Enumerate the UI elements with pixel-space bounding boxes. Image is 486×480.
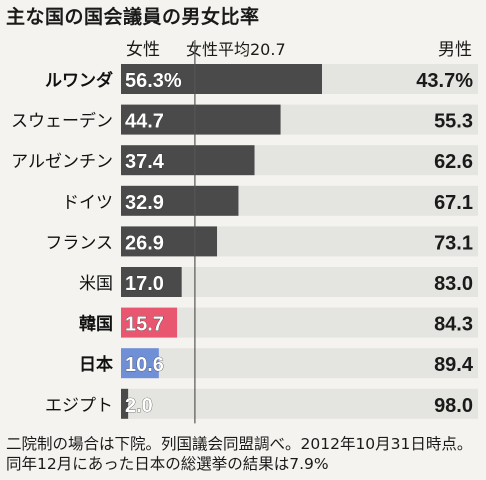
male-value-label: 43.7% [416, 70, 473, 92]
female-bar [121, 104, 281, 135]
male-value-label: 89.4 [434, 354, 474, 376]
female-bar [121, 145, 255, 176]
female-bar [121, 185, 239, 216]
male-bar [177, 307, 478, 338]
male-bar [158, 348, 479, 379]
male-bar [238, 185, 478, 216]
category-label: ルワンダ [45, 70, 113, 91]
female-bar [121, 307, 178, 338]
male-value-label: 62.6 [434, 151, 473, 173]
male-value-label: 73.1 [434, 232, 473, 254]
male-bar [321, 64, 478, 94]
female-value-label: 44.7 [125, 111, 164, 133]
male-bar [280, 104, 478, 135]
category-label: 日本 [79, 354, 113, 375]
female-value-label: 26.9 [125, 232, 164, 254]
male-value-label: 67.1 [434, 192, 473, 214]
male-bar [217, 226, 478, 257]
female-bar [121, 226, 218, 257]
reference-label: 女性平均20.7 [186, 40, 286, 59]
female-bar [121, 348, 159, 379]
male-bar [181, 267, 478, 297]
female-header: 女性 [126, 40, 160, 60]
chart-title: 主な国の国会議員の男女比率 [6, 6, 260, 28]
female-value-label: 17.0 [125, 273, 164, 295]
male-bar [254, 145, 478, 176]
female-bar [121, 64, 322, 94]
male-bar [128, 388, 478, 419]
male-value-label: 55.3 [434, 111, 473, 133]
category-label: スウェーデン [11, 111, 113, 132]
male-value-label: 84.3 [434, 314, 473, 336]
female-value-label: 15.7 [125, 314, 164, 336]
category-label: エジプト [45, 396, 113, 416]
female-value-label: 2.0 [125, 395, 153, 417]
category-label: アルゼンチン [11, 152, 113, 172]
category-label: 米国 [79, 274, 113, 294]
female-bar [121, 267, 182, 297]
female-value-label: 56.3% [125, 70, 182, 92]
category-label: 韓国 [79, 314, 113, 335]
male-value-label: 98.0 [434, 395, 473, 417]
female-bar [121, 388, 129, 419]
female-value-label: 32.9 [125, 192, 164, 214]
female-value-label: 10.6 [125, 354, 164, 376]
male-value-label: 83.0 [434, 273, 473, 295]
male-header: 男性 [438, 40, 472, 60]
footnote: 二院制の場合は下院。列国議会同盟調べ。2012年10月31日時点。同年12月にあ… [6, 435, 473, 473]
female-value-label: 37.4 [125, 151, 165, 173]
category-label: フランス [45, 233, 113, 253]
category-label: ドイツ [62, 193, 113, 213]
